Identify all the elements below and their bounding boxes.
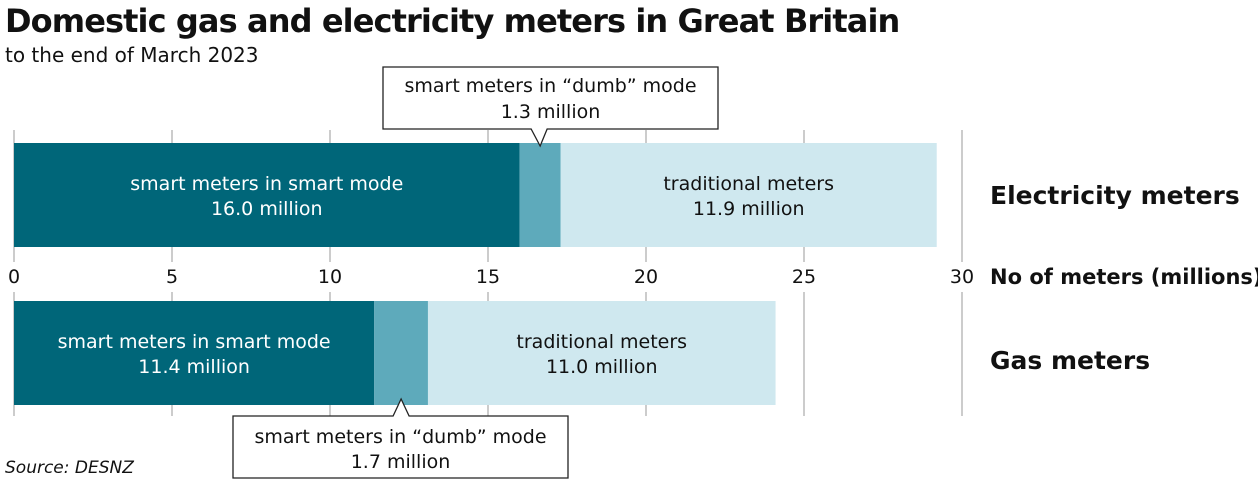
callout-data-label: 1.3 million — [501, 101, 601, 123]
x-tick-label: 5 — [166, 266, 178, 288]
x-tick-label: 10 — [318, 266, 342, 288]
bar-segment-smart-mode — [14, 143, 520, 247]
series-label: smart meters in smart mode — [58, 331, 331, 353]
callout-series-label: smart meters in “dumb” mode — [254, 426, 546, 448]
callout-box — [232, 397, 569, 479]
series-label: traditional meters — [516, 331, 687, 353]
data-label: 11.0 million — [546, 356, 658, 378]
x-tick-label: 0 — [8, 266, 20, 288]
bar-segment-dumb-mode — [374, 301, 428, 405]
data-label: 16.0 million — [211, 198, 323, 220]
chart-subtitle: to the end of March 2023 — [5, 43, 259, 67]
bar-segment-traditional — [560, 143, 937, 247]
category-label: Electricity meters — [990, 181, 1240, 210]
x-tick-label: 20 — [634, 266, 658, 288]
data-label: 11.9 million — [693, 198, 805, 220]
bar-segment-dumb-mode — [519, 143, 561, 247]
bar-segment-traditional — [427, 301, 776, 405]
bar-segment-smart-mode — [14, 301, 375, 405]
x-tick-label: 30 — [950, 266, 974, 288]
chart-title: Domestic gas and electricity meters in G… — [5, 2, 900, 40]
x-tick-label: 25 — [792, 266, 816, 288]
callout-series-label: smart meters in “dumb” mode — [404, 75, 696, 97]
series-label: smart meters in smart mode — [130, 173, 403, 195]
callout-data-label: 1.7 million — [351, 451, 451, 473]
x-tick-label: 15 — [476, 266, 500, 288]
category-label: Gas meters — [990, 346, 1150, 375]
source-note: Source: DESNZ — [5, 458, 134, 478]
x-axis-label: No of meters (millions) — [990, 265, 1258, 289]
callout-box — [382, 66, 719, 148]
data-label: 11.4 million — [138, 356, 250, 378]
series-label: traditional meters — [663, 173, 834, 195]
